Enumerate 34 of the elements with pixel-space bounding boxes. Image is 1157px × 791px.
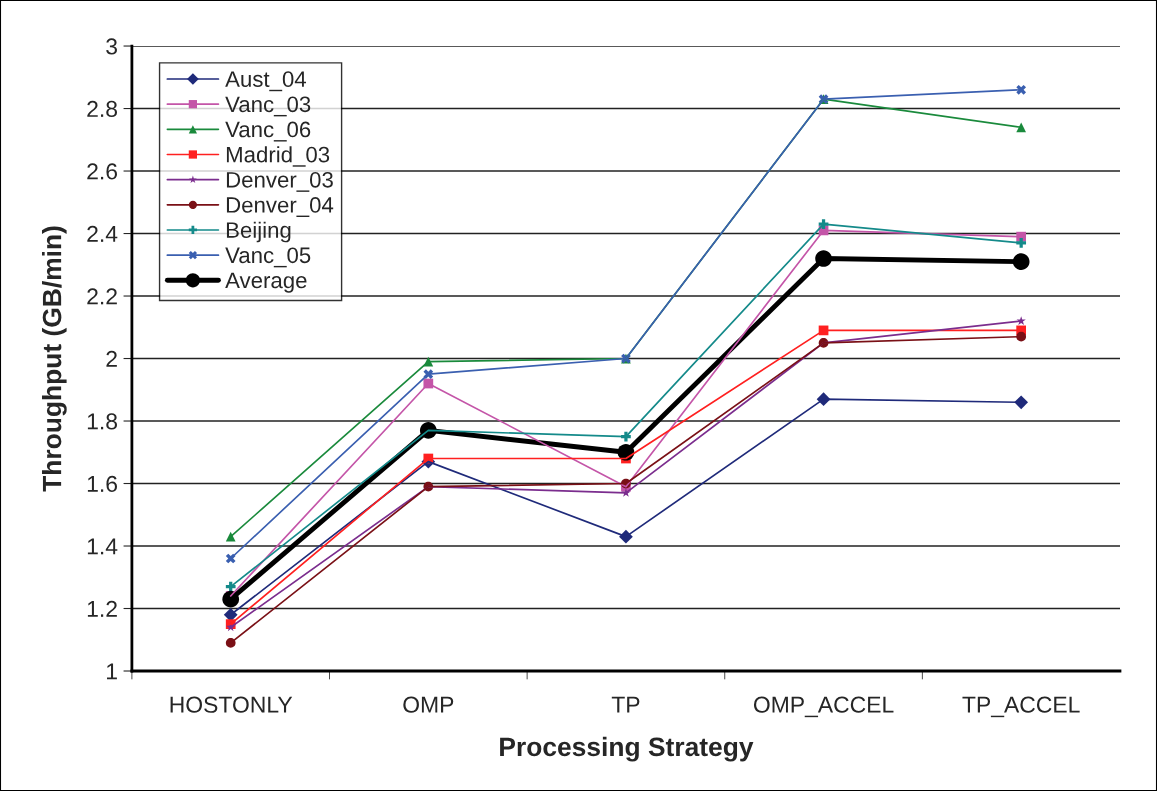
legend-label: Vanc_05: [225, 247, 311, 268]
point: [621, 431, 631, 442]
y-axis-title: Throughput (GB/min): [42, 226, 67, 492]
legend-label: Madrid_03: [226, 146, 330, 167]
legend-label: Beijing: [226, 221, 291, 243]
legend-label: Vanc_06: [225, 121, 311, 142]
y-tick-label: 2.6: [87, 163, 117, 180]
x-tick-label: OMP_ACCEL: [753, 696, 894, 718]
y-tick-label: 1.2: [87, 600, 117, 617]
point: [815, 250, 832, 267]
point: [225, 553, 236, 564]
legend-label: Vanc_03: [225, 96, 311, 117]
legend-label: Average: [225, 272, 307, 293]
x-axis-title: Processing Strategy: [500, 736, 754, 762]
y-tick-label: 2.4: [87, 225, 118, 242]
legend-label: Denver_03: [226, 171, 333, 192]
x-tick-label: OMP: [403, 696, 454, 713]
y-tick-label: 2: [106, 350, 117, 367]
y-tick-label: 1.8: [87, 413, 118, 430]
y-tick-label: 1: [107, 663, 117, 680]
y-tick-label: 1.6: [87, 475, 117, 493]
y-tick-label: 2.2: [87, 288, 117, 305]
point: [419, 422, 437, 439]
point: [1012, 253, 1030, 270]
x-tick-label: HOSTONLY: [170, 696, 293, 713]
point: [1016, 238, 1027, 248]
y-tick-label: 2.8: [87, 100, 118, 118]
x-tick-label: TP_ACCEL: [962, 696, 1080, 718]
legend-label: Denver_04: [226, 197, 334, 218]
point: [1016, 84, 1027, 95]
y-tick-label: 3: [106, 38, 117, 55]
y-tick-label: 1.4: [87, 538, 118, 555]
x-tick-label: TP: [611, 696, 640, 713]
legend-label: Aust_04: [225, 71, 307, 92]
